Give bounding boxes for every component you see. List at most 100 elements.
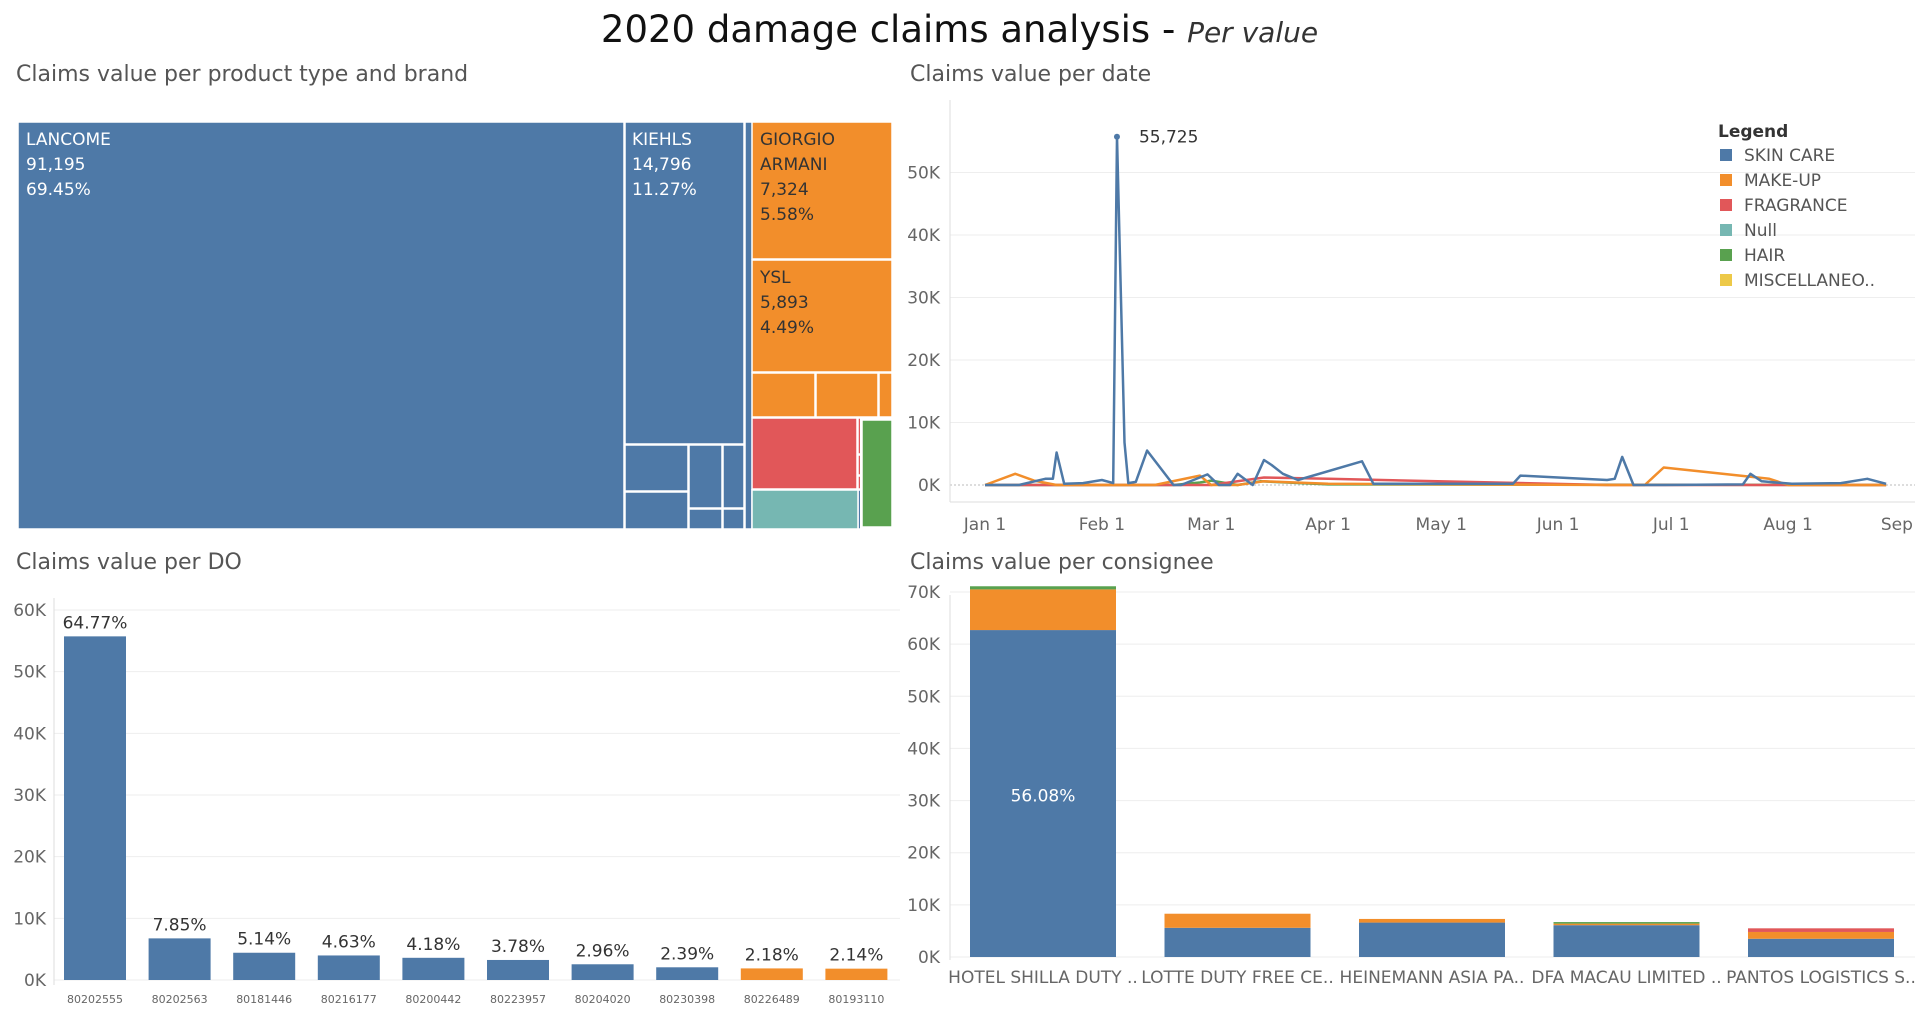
consignee-bar-segment bbox=[1164, 913, 1311, 928]
treemap-cell bbox=[815, 372, 879, 418]
legend-item: Null bbox=[1744, 221, 1777, 241]
do-bar-chart: 0K 10K 20K 30K 40K 50K 60K 64.77% 80202555 7.85% 8… bbox=[13, 598, 900, 1006]
do-x-tick: 80181446 bbox=[236, 993, 292, 1006]
consignee-bar-chart: 0K 10K 20K 30K 40K 50K 60K 70K HOTEL SHILLA DUTY… bbox=[907, 583, 1916, 988]
line-x-tick: Feb 1 bbox=[1079, 515, 1125, 535]
treemap-label-ysl: YSL 5,893 4.49% bbox=[759, 268, 814, 338]
do-y-tick: 0K bbox=[24, 971, 47, 991]
consignee-bar-segment bbox=[1553, 923, 1700, 926]
do-bar bbox=[233, 952, 296, 980]
consignee-bar-segment bbox=[1748, 931, 1894, 939]
consignee-y-tick: 40K bbox=[907, 739, 941, 759]
line-chart: 0K 10K 20K 30K 40K 50K Jan 1 Feb 1 Mar 1 Apr 1 May… bbox=[907, 100, 1919, 535]
treemap-cell bbox=[688, 444, 723, 509]
do-y-tick: 20K bbox=[13, 848, 47, 868]
legend-item: MISCELLANEO.. bbox=[1744, 271, 1875, 291]
legend-item: SKIN CARE bbox=[1744, 146, 1835, 166]
legend-swatch bbox=[1720, 149, 1732, 161]
do-bar bbox=[740, 968, 803, 980]
do-bar-label: 4.63% bbox=[322, 932, 376, 952]
treemap: LANCOME 91,195 69.45% KIEHLS 14,796 11.27% GIO… bbox=[17, 121, 893, 530]
page-title-main: 2020 damage claims analysis - bbox=[600, 8, 1188, 51]
treemap-cell bbox=[878, 372, 893, 418]
treemap-label-line: YSL bbox=[759, 268, 791, 288]
line-x-tick: Jan 1 bbox=[963, 515, 1006, 535]
do-y-tick: 50K bbox=[13, 663, 47, 683]
page-title: 2020 damage claims analysis - Per value bbox=[0, 8, 1919, 51]
treemap-label-line: 11.27% bbox=[632, 180, 697, 200]
treemap-title: Claims value per product type and brand bbox=[16, 62, 469, 87]
legend: Legend SKIN CARE MAKE-UP FRAGRANCE Null HAIR M… bbox=[1718, 122, 1875, 291]
treemap-label-line: GIORGIO bbox=[760, 130, 835, 150]
consignee-y-tick: 50K bbox=[907, 687, 941, 707]
do-bar-label: 7.85% bbox=[153, 915, 207, 935]
treemap-cell bbox=[722, 508, 745, 530]
consignee-x-tick: HEINEMANN ASIA PA.. bbox=[1340, 968, 1525, 988]
consignee-x-tick: PANTOS LOGISTICS S.. bbox=[1726, 968, 1916, 988]
consignee-bar-segment bbox=[1553, 922, 1700, 924]
do-bar-label: 3.78% bbox=[491, 937, 545, 957]
consignee-bar-segment bbox=[970, 586, 1116, 590]
legend-swatch bbox=[1720, 249, 1732, 261]
do-bar bbox=[825, 968, 888, 980]
treemap-cell-null bbox=[751, 489, 859, 530]
consignee-y-tick: 30K bbox=[907, 792, 941, 812]
do-bar-label: 64.77% bbox=[63, 613, 128, 633]
do-y-tick: 10K bbox=[13, 909, 47, 929]
treemap-cell bbox=[624, 444, 689, 492]
do-bar-label: 2.96% bbox=[576, 941, 630, 961]
treemap-label-line: KIEHLS bbox=[632, 130, 692, 150]
consignee-y-tick: 10K bbox=[907, 896, 941, 916]
treemap-label-line: 69.45% bbox=[26, 180, 91, 200]
line-x-tick: Jul 1 bbox=[1652, 515, 1690, 535]
do-x-tick: 80200442 bbox=[405, 993, 461, 1006]
consignee-bar-segment bbox=[1748, 928, 1894, 932]
line-x-tick: Aug 1 bbox=[1763, 515, 1812, 535]
line-x-tick: Mar 1 bbox=[1187, 515, 1235, 535]
treemap-cell bbox=[751, 417, 858, 490]
treemap-cell-kiehls bbox=[624, 121, 745, 445]
do-bar bbox=[402, 957, 465, 980]
do-y-tick: 60K bbox=[13, 601, 47, 621]
do-bar bbox=[148, 938, 211, 980]
consignee-chart-title: Claims value per consignee bbox=[910, 550, 1214, 575]
treemap-label-line: LANCOME bbox=[26, 130, 111, 150]
line-peak-point bbox=[1113, 133, 1120, 140]
line-y-tick: 30K bbox=[907, 289, 941, 309]
consignee-bar-segment bbox=[1553, 925, 1700, 957]
do-x-tick: 80226489 bbox=[744, 993, 800, 1006]
do-y-tick: 30K bbox=[13, 786, 47, 806]
treemap-label-line: 91,195 bbox=[26, 155, 85, 175]
consignee-x-tick: LOTTE DUTY FREE CE.. bbox=[1141, 968, 1333, 988]
do-bar-label: 5.14% bbox=[237, 930, 291, 950]
consignee-bar-segment bbox=[970, 630, 1116, 957]
consignee-x-tick: DFA MACAU LIMITED .. bbox=[1531, 968, 1721, 988]
line-y-tick: 40K bbox=[907, 226, 941, 246]
treemap-label-line: 7,324 bbox=[760, 180, 809, 200]
legend-item: FRAGRANCE bbox=[1744, 196, 1848, 216]
consignee-bar-segment bbox=[1359, 922, 1505, 957]
legend-title: Legend bbox=[1718, 122, 1788, 142]
do-x-tick: 80202563 bbox=[152, 993, 208, 1006]
legend-item: MAKE-UP bbox=[1744, 171, 1821, 191]
consignee-bar-segment bbox=[1359, 918, 1505, 923]
consignee-bar-segment bbox=[1164, 927, 1311, 957]
do-chart-title: Claims value per DO bbox=[16, 550, 242, 575]
treemap-label-line: 5.58% bbox=[760, 205, 814, 225]
do-x-tick: 80223957 bbox=[490, 993, 546, 1006]
do-x-tick: 80216177 bbox=[321, 993, 377, 1006]
line-x-tick: May 1 bbox=[1416, 515, 1467, 535]
do-x-tick: 80193110 bbox=[828, 993, 884, 1006]
legend-swatch bbox=[1720, 274, 1732, 286]
treemap-cell bbox=[722, 444, 745, 509]
consignee-bar-segment bbox=[970, 589, 1116, 631]
treemap-cell-hair bbox=[861, 419, 893, 528]
line-series-skincare bbox=[985, 135, 1887, 487]
treemap-label-line: 5,893 bbox=[760, 293, 809, 313]
do-bar bbox=[317, 955, 380, 980]
do-bar-label: 2.18% bbox=[745, 945, 799, 965]
treemap-label-kiehls: KIEHLS 14,796 11.27% bbox=[632, 130, 697, 200]
line-y-tick: 10K bbox=[907, 414, 941, 434]
treemap-label-line: 4.49% bbox=[760, 318, 814, 338]
